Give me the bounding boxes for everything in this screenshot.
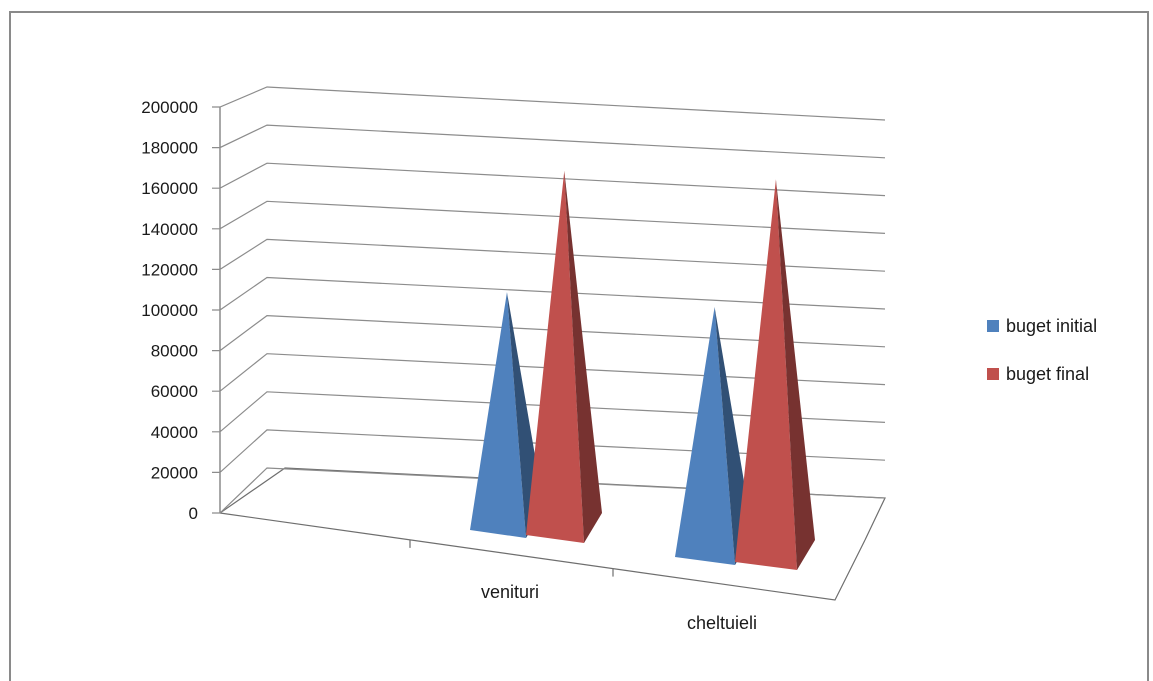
bar-cheltuieli-buget-final <box>735 179 815 570</box>
gridline <box>212 124 886 159</box>
gridline <box>212 200 886 234</box>
gridline <box>212 86 886 121</box>
bar-front-face <box>675 306 735 565</box>
y-tick-label: 180000 <box>141 139 198 158</box>
floor-front-edge <box>219 512 866 601</box>
y-tick-label: 40000 <box>151 423 198 442</box>
y-tick-label: 200000 <box>141 98 198 117</box>
bar-venituri-buget-final <box>526 170 602 543</box>
y-tick-label: 100000 <box>141 301 198 320</box>
y-tick-label: 120000 <box>141 260 198 279</box>
legend-swatch <box>987 320 999 332</box>
bar-side-face <box>564 170 602 543</box>
y-tick-label: 20000 <box>151 463 198 482</box>
bar-front-face <box>470 292 526 538</box>
x-axis: venituri cheltuieli <box>409 539 757 633</box>
bar-front-face <box>526 170 584 543</box>
bar-front-face <box>735 179 797 570</box>
legend: buget initial buget final <box>987 316 1097 384</box>
bar-side-face <box>775 179 815 570</box>
y-tick-label: 140000 <box>141 220 198 239</box>
y-tick-label: 0 <box>189 504 198 523</box>
legend-label: buget final <box>1006 364 1089 384</box>
legend-swatch <box>987 368 999 380</box>
y-axis-ticks: 0 20000 40000 60000 80000 100000 120000 140000 1… <box>141 98 198 523</box>
y-tick-label: 80000 <box>151 342 198 361</box>
x-category-label: venituri <box>481 582 539 602</box>
y-tick-label: 60000 <box>151 382 198 401</box>
y-tick-label: 160000 <box>141 179 198 198</box>
x-category-label: cheltuieli <box>687 613 757 633</box>
bars <box>470 170 815 570</box>
gridline <box>212 162 886 197</box>
gridline <box>212 238 886 272</box>
legend-label: buget initial <box>1006 316 1097 336</box>
